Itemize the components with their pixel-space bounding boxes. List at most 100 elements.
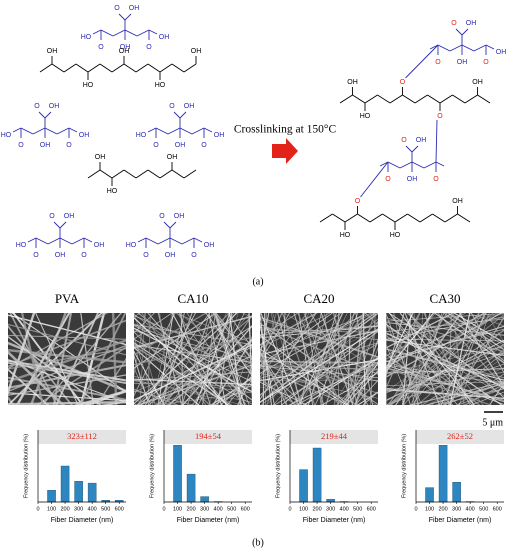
atom-label: HO <box>390 232 401 239</box>
fiber <box>386 352 504 394</box>
atom-label: O <box>451 20 457 27</box>
fiber <box>186 313 227 405</box>
fiber <box>8 359 126 404</box>
x-axis-label: Fiber Diameter (nm) <box>303 517 366 524</box>
fiber <box>134 344 252 401</box>
atom-label: HO <box>340 232 351 239</box>
fiber <box>281 313 316 405</box>
fiber <box>386 348 504 381</box>
fiber <box>386 328 504 359</box>
bar <box>47 490 56 503</box>
fiber <box>134 376 252 393</box>
bond <box>377 94 391 104</box>
fiber <box>321 372 378 405</box>
fiber <box>386 381 504 386</box>
bond <box>461 28 469 36</box>
fiber <box>134 324 252 346</box>
fiber <box>260 367 350 405</box>
x-tick-label: 300 <box>452 506 461 512</box>
bond <box>135 63 149 73</box>
fiber <box>134 371 252 382</box>
fiber <box>205 313 252 376</box>
fiber <box>134 342 230 405</box>
bond <box>137 237 147 243</box>
bond <box>118 13 126 21</box>
bond <box>389 94 403 104</box>
fiber <box>386 353 454 405</box>
fiber <box>426 367 504 405</box>
bond <box>394 213 408 223</box>
fiber <box>134 313 147 377</box>
atom-label: OH <box>167 154 178 161</box>
x-tick-label: 500 <box>101 506 110 512</box>
bond <box>339 94 353 104</box>
fiber <box>424 313 447 405</box>
fiber <box>410 313 445 405</box>
atom-label: OH <box>120 44 131 51</box>
atom-label: O <box>49 213 55 220</box>
x-tick-label: 100 <box>425 506 434 512</box>
fiber <box>8 347 126 370</box>
x-tick-label: 500 <box>479 506 488 512</box>
fiber <box>416 329 504 405</box>
atom-label: OH <box>165 252 176 259</box>
bond <box>20 127 34 135</box>
bond <box>369 213 383 223</box>
fiber <box>386 313 504 322</box>
fiber <box>260 361 360 405</box>
bar <box>312 447 322 503</box>
sem-fibers <box>134 313 252 405</box>
fiber <box>446 313 504 346</box>
bond <box>100 29 114 37</box>
x-axis-label: Fiber Diameter (nm) <box>51 517 114 524</box>
atom-label: OH <box>347 79 358 86</box>
fiber <box>134 317 229 405</box>
fiber <box>260 313 318 346</box>
fiber <box>191 344 252 405</box>
fiber <box>8 400 126 405</box>
atom-label: HO <box>136 132 147 139</box>
fiber <box>260 313 277 371</box>
fiber <box>386 313 421 390</box>
atom-label: OH <box>64 213 75 220</box>
fiber <box>227 313 252 349</box>
fiber <box>134 379 245 405</box>
bond <box>59 237 73 245</box>
bar <box>425 487 434 503</box>
fiber <box>386 367 504 401</box>
annotation-band <box>38 430 126 444</box>
bond <box>44 111 52 119</box>
fiber <box>16 313 71 405</box>
fiber <box>314 313 359 405</box>
bond <box>111 169 125 179</box>
fiber <box>134 313 141 317</box>
fiber <box>134 324 252 372</box>
fiber <box>157 313 183 405</box>
fiber <box>333 328 378 405</box>
fiber <box>260 313 300 405</box>
bond <box>51 63 65 73</box>
atom-label: OH <box>159 34 170 41</box>
fiber <box>157 361 252 405</box>
atom-label: OH <box>214 132 225 139</box>
fiber <box>386 363 504 405</box>
bond <box>203 127 213 133</box>
fiber <box>8 313 103 405</box>
fiber <box>192 314 252 405</box>
atom-label: O <box>385 176 391 183</box>
bond <box>71 237 85 245</box>
fiber <box>386 338 504 342</box>
fiber <box>52 313 73 405</box>
fiber <box>386 343 412 405</box>
bond <box>47 237 61 245</box>
bond <box>159 63 173 73</box>
bond <box>193 237 203 243</box>
fiber <box>134 313 238 405</box>
fiber <box>386 346 504 374</box>
fiber <box>55 313 99 405</box>
bond <box>99 169 113 179</box>
fiber <box>134 367 152 405</box>
x-tick-label: 400 <box>466 506 475 512</box>
bond <box>405 44 439 79</box>
